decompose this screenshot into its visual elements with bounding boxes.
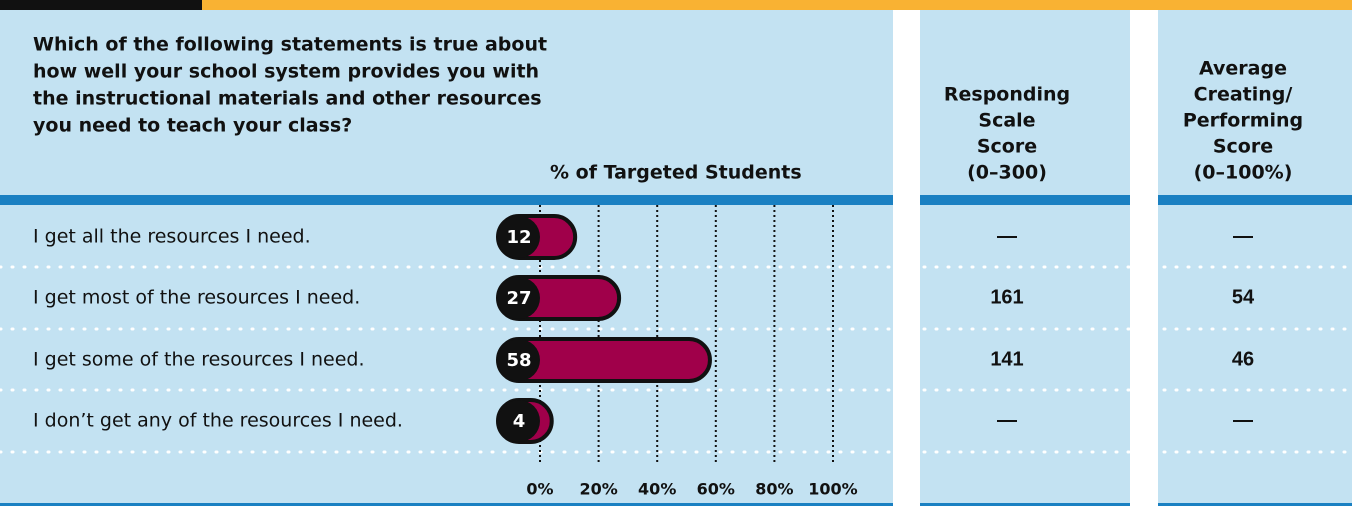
column-header: Average bbox=[1199, 58, 1287, 80]
question-line: you need to teach your class? bbox=[33, 115, 352, 137]
value-badge bbox=[498, 400, 540, 442]
value-badge bbox=[498, 216, 540, 258]
x-tick-label: 20% bbox=[579, 480, 617, 499]
value-label: 4 bbox=[513, 411, 526, 432]
x-tick-label: 0% bbox=[526, 480, 553, 499]
column-gap bbox=[893, 10, 920, 506]
column-cell: 54 bbox=[1232, 286, 1255, 308]
question-line: how well your school system provides you… bbox=[33, 61, 539, 83]
column-cell: — bbox=[997, 225, 1017, 247]
value-badge bbox=[498, 277, 540, 319]
category-label: I get some of the resources I need. bbox=[33, 349, 365, 371]
x-tick-label: 80% bbox=[755, 480, 793, 499]
top-strip-dark bbox=[0, 0, 202, 10]
x-tick-label: 40% bbox=[638, 480, 676, 499]
column-header: Scale bbox=[978, 110, 1035, 132]
x-axis-label: % of Targeted Students bbox=[550, 162, 802, 184]
column-cell: — bbox=[1233, 409, 1253, 431]
column-cell: 161 bbox=[990, 286, 1023, 308]
x-tick-label: 60% bbox=[697, 480, 735, 499]
column-header: (0–100%) bbox=[1194, 162, 1293, 184]
value-label: 27 bbox=[506, 288, 531, 309]
header-rule bbox=[0, 195, 1352, 205]
question-line: Which of the following statements is tru… bbox=[33, 34, 547, 56]
column-header: (0–300) bbox=[967, 162, 1047, 184]
category-label: I get most of the resources I need. bbox=[33, 287, 360, 309]
column-cell: — bbox=[997, 409, 1017, 431]
category-label: I don’t get any of the resources I need. bbox=[33, 410, 403, 432]
value-label: 12 bbox=[506, 227, 531, 248]
column-header: Score bbox=[1213, 136, 1273, 158]
value-label: 58 bbox=[506, 350, 531, 371]
column-gap bbox=[1130, 10, 1158, 506]
value-badge bbox=[498, 339, 540, 381]
column-header: Performing bbox=[1183, 110, 1303, 132]
column-header: Score bbox=[977, 136, 1037, 158]
x-tick-label: 100% bbox=[808, 480, 857, 499]
top-strip-orange bbox=[202, 0, 1352, 10]
category-label: I get all the resources I need. bbox=[33, 226, 311, 248]
column-header: Creating/ bbox=[1194, 84, 1293, 106]
bottom-rule bbox=[0, 503, 1352, 506]
column-cell: — bbox=[1233, 225, 1253, 247]
column-cell: 46 bbox=[1232, 348, 1254, 370]
question-line: the instructional materials and other re… bbox=[33, 88, 542, 110]
column-header: Responding bbox=[944, 84, 1070, 106]
column-cell: 141 bbox=[990, 348, 1023, 370]
